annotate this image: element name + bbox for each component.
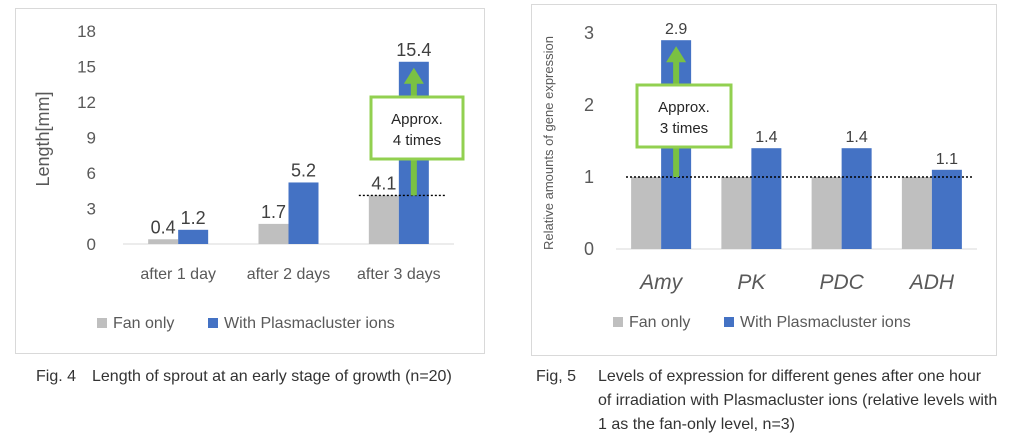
fig5-legend-swatch	[724, 317, 734, 327]
fig5-x-category-label: PDC	[819, 271, 864, 294]
fig5-callout-line2: 3 times	[660, 120, 708, 137]
fig4-increase-arrow-head	[403, 67, 424, 84]
fig4-y-tick-label: 15	[77, 58, 96, 77]
fig5-bar-plasmacluster	[841, 148, 872, 249]
fig4-x-category-label: after 2 days	[247, 266, 331, 283]
fig5-callout-box	[635, 83, 733, 149]
fig4-y-tick-label: 3	[87, 200, 96, 219]
fig4-y-tick-label: 6	[87, 164, 96, 183]
fig5-data-label-plasmacluster: 1.4	[755, 129, 777, 146]
figure-5-plot: 0 1 2 3 Relative amounts of gene expression A…	[541, 21, 977, 331]
fig5-bar-fan-only	[721, 177, 752, 249]
fig4-legend-swatch	[97, 318, 107, 328]
fig5-data-label-plasmacluster: 1.4	[846, 129, 868, 146]
fig4-data-label-plasmacluster: 15.4	[396, 40, 431, 60]
fig4-bar-fan-only	[258, 223, 289, 244]
fig5-y-tick-label: 0	[584, 239, 594, 259]
fig5-bar-plasmacluster	[931, 169, 962, 249]
figure-4-plot: 0 3 6 9 12 15 18 Length[mm] after 1 day 0.4 1.2 aft…	[33, 22, 465, 332]
fig4-bar-plasmacluster	[288, 182, 319, 244]
figure-5-caption: Fig, 5 Levels of expression for differen…	[536, 365, 998, 440]
figure-5-caption-text: Levels of expression for different genes…	[598, 368, 998, 433]
figure-4-caption-number: Fig. 4	[36, 368, 77, 385]
figure-4-caption-text: Length of sprout at an early stage of gr…	[92, 368, 452, 385]
fig4-data-label-plasmacluster: 1.2	[181, 208, 206, 228]
fig4-callout-line2: 4 times	[393, 132, 441, 149]
fig4-data-label-fan-only: 0.4	[151, 217, 176, 237]
fig4-y-tick-label: 9	[87, 129, 96, 148]
fig5-legend-label: Fan only	[629, 314, 690, 331]
fig4-y-tick-label: 0	[87, 235, 96, 254]
figure-5-caption-number: Fig, 5	[536, 368, 577, 385]
fig4-x-category-label: after 1 day	[140, 266, 216, 283]
fig5-legend-label: With Plasmacluster ions	[740, 314, 911, 331]
fig4-data-label-fan-only: 1.7	[261, 202, 286, 222]
fig5-y-tick-label: 3	[584, 23, 594, 43]
fig4-y-tick-label: 12	[77, 93, 96, 112]
fig5-data-label-plasmacluster: 1.1	[936, 151, 958, 168]
fig5-y-tick-label: 1	[584, 167, 594, 187]
fig4-x-category-label: after 3 days	[357, 266, 441, 283]
fig5-legend-swatch	[613, 317, 623, 327]
fig5-bar-plasmacluster	[751, 148, 782, 249]
figure-4-chart: 0 3 6 9 12 15 18 Length[mm] after 1 day 0.4 1.2 aft…	[15, 8, 485, 354]
fig5-y-axis-label: Relative amounts of gene expression	[541, 36, 556, 250]
fig5-bar-fan-only	[901, 177, 932, 249]
figure-4-caption: Fig. 4 Length of sprout at an early stag…	[36, 365, 476, 415]
fig5-y-tick-label: 2	[584, 95, 594, 115]
fig4-callout-line1: Approx.	[391, 111, 443, 128]
fig4-legend-label: With Plasmacluster ions	[224, 315, 395, 332]
fig4-legend-label: Fan only	[113, 315, 174, 332]
fig4-bar-fan-only	[148, 239, 179, 244]
fig5-x-category-label: ADH	[908, 271, 955, 294]
fig4-bar-fan-only	[368, 195, 399, 244]
fig4-legend-swatch	[208, 318, 218, 328]
fig5-x-category-label: Amy	[638, 271, 684, 294]
figure-5-chart: 0 1 2 3 Relative amounts of gene expression A…	[531, 4, 997, 356]
fig4-y-tick-label: 18	[77, 22, 96, 41]
fig5-bar-fan-only	[631, 177, 662, 249]
fig5-callout-line1: Approx.	[658, 99, 710, 116]
fig4-bar-plasmacluster	[178, 229, 209, 244]
fig4-data-label-fan-only: 4.1	[371, 173, 396, 193]
fig5-data-label-plasmacluster: 2.9	[665, 21, 687, 38]
fig5-bar-fan-only	[811, 177, 842, 249]
fig4-data-label-plasmacluster: 5.2	[291, 160, 316, 180]
fig5-x-category-label: PK	[737, 271, 766, 294]
fig5-increase-arrow-head	[666, 46, 687, 63]
fig4-y-axis-label: Length[mm]	[33, 91, 53, 186]
fig4-callout-box	[369, 95, 465, 161]
